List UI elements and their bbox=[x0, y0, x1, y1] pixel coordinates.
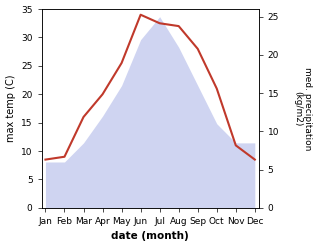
Y-axis label: max temp (C): max temp (C) bbox=[5, 75, 16, 142]
Y-axis label: med. precipitation
(kg/m2): med. precipitation (kg/m2) bbox=[293, 67, 313, 150]
X-axis label: date (month): date (month) bbox=[111, 231, 189, 242]
